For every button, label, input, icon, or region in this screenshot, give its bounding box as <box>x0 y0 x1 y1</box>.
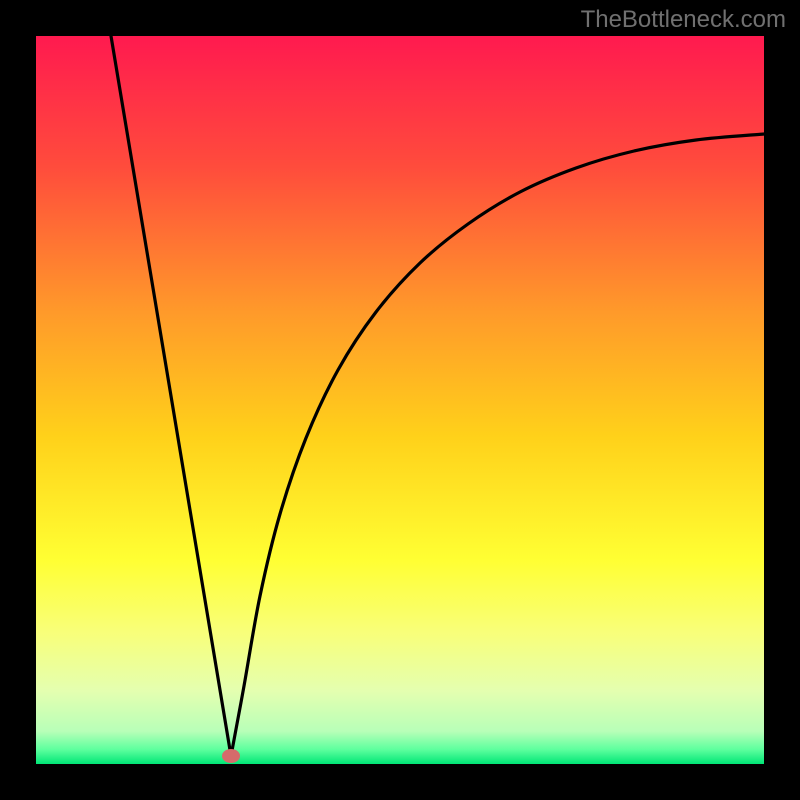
minimum-marker <box>222 749 240 763</box>
bottleneck-curve <box>36 36 764 764</box>
attribution-label: TheBottleneck.com <box>581 6 786 34</box>
curve-path <box>111 36 764 756</box>
plot-area <box>36 36 764 764</box>
chart-frame: TheBottleneck.com <box>0 0 800 800</box>
